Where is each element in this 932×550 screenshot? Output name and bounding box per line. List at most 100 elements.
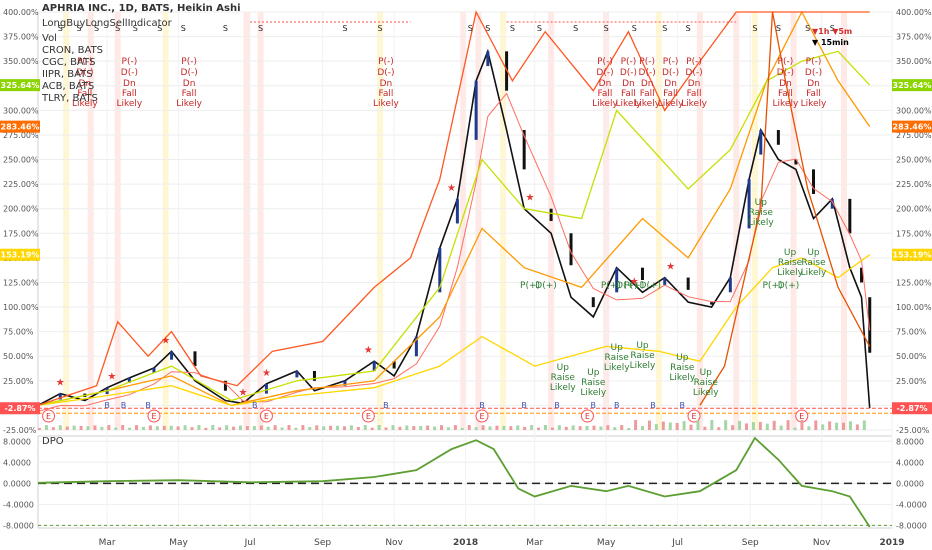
b-marker: B bbox=[383, 401, 389, 410]
volume-bar bbox=[564, 426, 568, 430]
earnings-marker-label: E bbox=[264, 412, 269, 421]
series-line-aph bbox=[37, 48, 871, 409]
legend-overlay-iipr[interactable]: IIPR, BATS bbox=[42, 69, 93, 80]
legend-overlay-tlry[interactable]: TLRY, BATS bbox=[42, 93, 98, 104]
volume-bar bbox=[523, 426, 527, 430]
x-tick-label: Mar bbox=[99, 538, 116, 548]
legend-overlay-cron[interactable]: CRON, BATS bbox=[42, 45, 104, 56]
p-minus-label: P(-) bbox=[621, 57, 637, 67]
earnings-marker[interactable] bbox=[475, 409, 489, 423]
volume-bar bbox=[724, 420, 728, 430]
earnings-marker[interactable] bbox=[361, 409, 375, 423]
volume-bar bbox=[793, 427, 797, 430]
volume-bar bbox=[426, 425, 430, 430]
price-badge-label: 325.64% bbox=[1, 81, 40, 90]
series-line-acb bbox=[37, 10, 870, 407]
candle bbox=[392, 361, 396, 369]
dn-fall-likely-label: Fall bbox=[182, 89, 197, 99]
earnings-marker[interactable] bbox=[687, 409, 701, 423]
event-band bbox=[114, 12, 121, 430]
y-tick-label-right: 400.00% bbox=[896, 8, 932, 17]
candle bbox=[830, 198, 834, 209]
dn-fall-likely-label: Likely bbox=[176, 99, 202, 109]
signal-star-marker: ★ bbox=[666, 262, 675, 273]
s-marker: S bbox=[223, 24, 228, 33]
legend-indicator[interactable]: LongBuyLongSellIndicator bbox=[42, 18, 172, 29]
up-raise-likely-label: Up bbox=[755, 198, 768, 208]
volume-bar bbox=[412, 426, 416, 430]
candle bbox=[438, 248, 442, 293]
dn-fall-likely-label: Likely bbox=[116, 99, 142, 109]
legend-overlay-acb[interactable]: ACB, BATS bbox=[42, 81, 95, 92]
s-marker: S bbox=[752, 24, 757, 33]
volume-bar bbox=[225, 425, 229, 430]
candle bbox=[486, 51, 490, 67]
earnings-marker[interactable] bbox=[147, 409, 161, 423]
earnings-marker[interactable] bbox=[580, 409, 594, 423]
volume-bar bbox=[495, 425, 499, 430]
legend-symbol[interactable]: APHRIA INC., 1D, BATS, Heikin Ashi bbox=[42, 3, 241, 14]
up-raise-likely-label: Likely bbox=[693, 388, 719, 398]
volume-bar bbox=[128, 427, 132, 430]
earnings-marker-label: E bbox=[366, 412, 371, 421]
s-marker: S bbox=[830, 24, 835, 33]
volume-bar bbox=[467, 425, 471, 430]
volume-bar bbox=[543, 425, 547, 430]
y-tick-label-left: 125.00% bbox=[3, 278, 39, 287]
volume-bar bbox=[627, 427, 631, 430]
volume-bar bbox=[315, 425, 319, 430]
d-minus-label: D(-) bbox=[662, 68, 679, 78]
legend-overlay-vol[interactable]: Vol bbox=[42, 33, 57, 44]
earnings-marker[interactable] bbox=[259, 409, 273, 423]
volume-bar bbox=[218, 427, 222, 430]
y-tick-label-left: 300.00% bbox=[3, 106, 39, 115]
p-minus-label: P(-) bbox=[806, 57, 822, 67]
d-minus-label: D(-) bbox=[805, 68, 822, 78]
volume-bar bbox=[744, 423, 748, 430]
signal-star-marker: ★ bbox=[262, 368, 271, 379]
x-tick-label: 2018 bbox=[453, 538, 478, 548]
event-band bbox=[460, 12, 467, 430]
y-tick-label-left: 25.00% bbox=[3, 377, 34, 386]
d-minus-label: D(-) bbox=[685, 68, 702, 78]
dn-fall-likely-label: Dn bbox=[380, 79, 393, 89]
series-line-iipr bbox=[37, 50, 871, 407]
y-tick-label-right: 350.00% bbox=[896, 57, 932, 66]
volume-bar bbox=[550, 427, 554, 430]
dn-fall-likely-label: Fall bbox=[806, 89, 821, 99]
y-tick-label-right: 300.00% bbox=[896, 106, 932, 115]
legend-overlay-cgc[interactable]: CGC, BATS bbox=[42, 57, 96, 68]
candle bbox=[241, 400, 245, 403]
volume-bar bbox=[239, 425, 243, 430]
volume-bar bbox=[488, 426, 492, 430]
volume-bar bbox=[807, 426, 811, 430]
dn-fall-likely-label: Fall bbox=[778, 89, 793, 99]
candle bbox=[474, 80, 478, 140]
volume-bar bbox=[58, 425, 62, 430]
y-tick-label-left: 75.00% bbox=[3, 328, 34, 337]
dpo-tick-label-right: -8.0000 bbox=[896, 521, 927, 530]
volume-bar bbox=[578, 426, 582, 430]
volume-bar bbox=[169, 425, 173, 430]
y-tick-label-right: 275.00% bbox=[896, 131, 932, 140]
series-line-cgc bbox=[37, 254, 871, 407]
earnings-marker[interactable] bbox=[42, 409, 56, 423]
signal-star-marker: ★ bbox=[526, 193, 535, 204]
volume-bar bbox=[107, 425, 111, 430]
b-marker: B bbox=[252, 401, 258, 410]
event-band bbox=[655, 12, 662, 430]
volume-bar bbox=[731, 425, 735, 430]
p-plus-label: P(+) bbox=[624, 281, 644, 291]
volume-bar bbox=[710, 420, 714, 430]
volume-bar bbox=[557, 425, 561, 430]
volume-bar bbox=[848, 421, 852, 430]
volume-bar bbox=[571, 425, 575, 430]
s-marker: S bbox=[468, 24, 473, 33]
p-minus-label: P(-) bbox=[122, 57, 138, 67]
s-marker: S bbox=[76, 24, 81, 33]
s-marker: S bbox=[537, 24, 542, 33]
event-band bbox=[733, 12, 740, 430]
candle bbox=[152, 368, 156, 373]
volume-bar bbox=[758, 421, 762, 430]
